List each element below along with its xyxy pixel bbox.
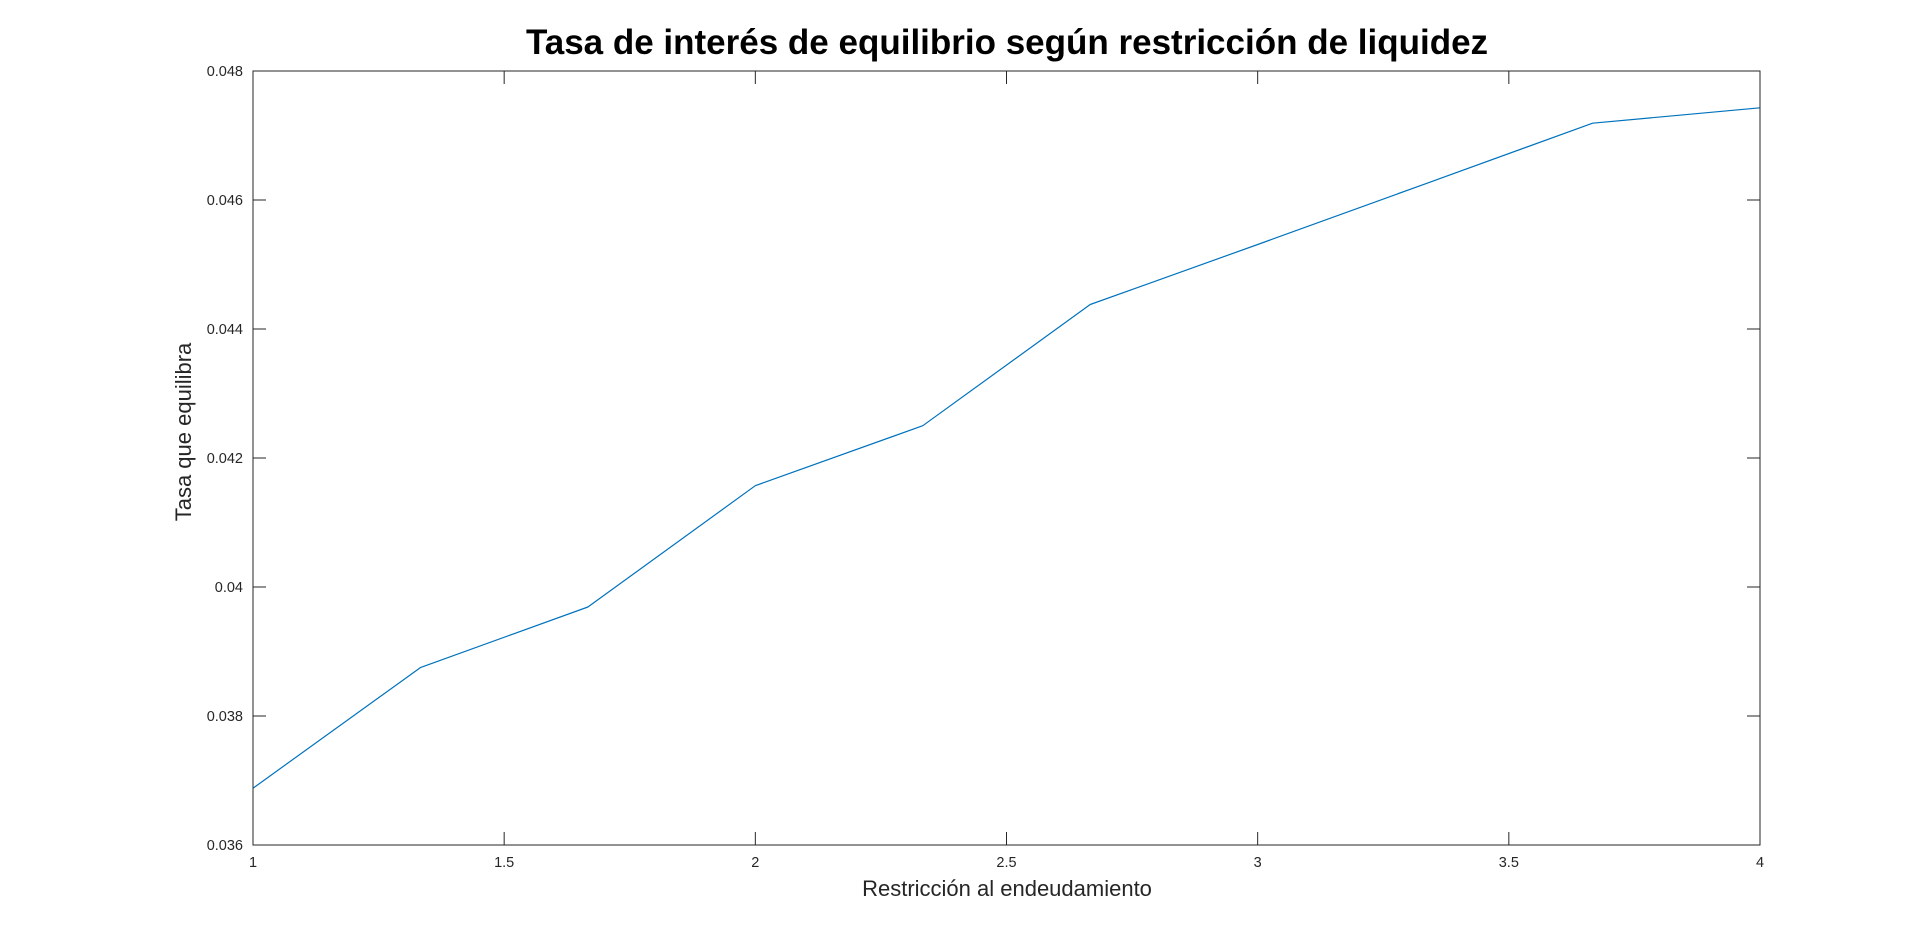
y-tick-label: 0.038 bbox=[207, 709, 243, 725]
tick-labels: 1 1.5 2 2.5 3 3.5 4 0.036 0.038 0.04 0.042 0.044 0.0… bbox=[207, 64, 1764, 871]
x-tick-label: 4 bbox=[1756, 855, 1764, 871]
series-line bbox=[252, 107, 1761, 789]
x-tick-label: 2 bbox=[751, 855, 759, 871]
y-tick-label: 0.042 bbox=[207, 451, 243, 467]
x-tick-label: 1 bbox=[249, 855, 257, 871]
axis-ticks bbox=[252, 70, 1761, 846]
y-axis-label: Tasa que equilibra bbox=[171, 342, 196, 521]
y-tick-label: 0.046 bbox=[207, 193, 243, 209]
x-tick-label: 1.5 bbox=[494, 855, 514, 871]
plot-area-frame bbox=[252, 70, 1761, 846]
x-tick-label: 3.5 bbox=[1499, 855, 1519, 871]
x-axis-label: Restricción al endeudamiento bbox=[862, 876, 1152, 901]
x-tick-label: 2.5 bbox=[996, 855, 1016, 871]
y-tick-label: 0.04 bbox=[215, 580, 243, 596]
y-tick-label: 0.048 bbox=[207, 64, 243, 80]
y-tick-label: 0.044 bbox=[207, 322, 243, 338]
x-tick-label: 3 bbox=[1254, 855, 1262, 871]
chart-title: Tasa de interés de equilibrio según rest… bbox=[526, 23, 1488, 62]
y-tick-label: 0.036 bbox=[207, 838, 243, 854]
